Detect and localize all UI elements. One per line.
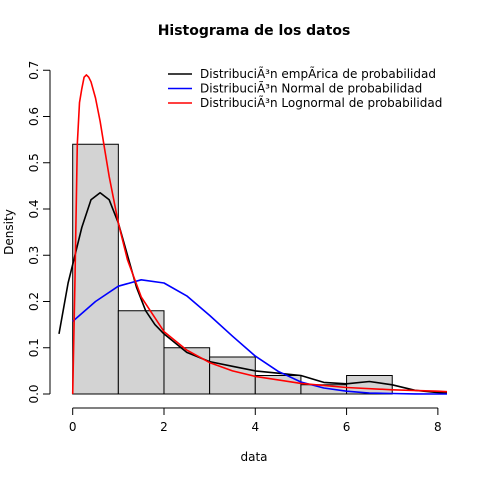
y-tick-label: 0.7: [27, 61, 41, 80]
histogram-bar-1: [117, 310, 165, 395]
legend-label-2: DistribuciÃ³n Lognormal de probabilidad: [200, 95, 442, 110]
density-curve-2: [71, 74, 448, 395]
density-curve-1: [72, 278, 447, 395]
histogram-bar-2: [163, 347, 211, 395]
x-tick-label: 8: [434, 420, 442, 434]
y-axis: 0.0 0.1 0.2 0.3 0.4 0.5 0.6 0.7: [27, 61, 51, 404]
x-axis-label: data: [240, 450, 267, 464]
x-axis: 0 2 4 6 8: [69, 407, 442, 434]
x-tick-label: 0: [69, 420, 77, 434]
legend-label-1: DistribuciÃ³n Normal de probabilidad: [200, 81, 422, 96]
y-tick-label: 0.4: [27, 199, 41, 218]
legend: DistribuciÃ³n empÃrica de probabilidadDi…: [168, 66, 442, 110]
y-axis-label: Density: [2, 209, 16, 255]
y-tick-label: 0.0: [27, 384, 41, 403]
density-curves: [58, 74, 448, 395]
x-tick-label: 4: [251, 420, 259, 434]
y-tick-label: 0.2: [27, 292, 41, 311]
legend-label-0: DistribuciÃ³n empÃrica de probabilidad: [200, 66, 436, 81]
y-tick-label: 0.6: [27, 107, 41, 126]
y-tick-label: 0.1: [27, 338, 41, 357]
density-curve-0: [58, 192, 448, 394]
y-tick-label: 0.3: [27, 246, 41, 265]
y-tick-label: 0.5: [27, 153, 41, 172]
histogram-bar-0: [72, 143, 119, 395]
chart-title: Histograma de los datos: [158, 23, 351, 39]
x-tick-label: 2: [160, 420, 168, 434]
x-tick-label: 6: [343, 420, 351, 434]
